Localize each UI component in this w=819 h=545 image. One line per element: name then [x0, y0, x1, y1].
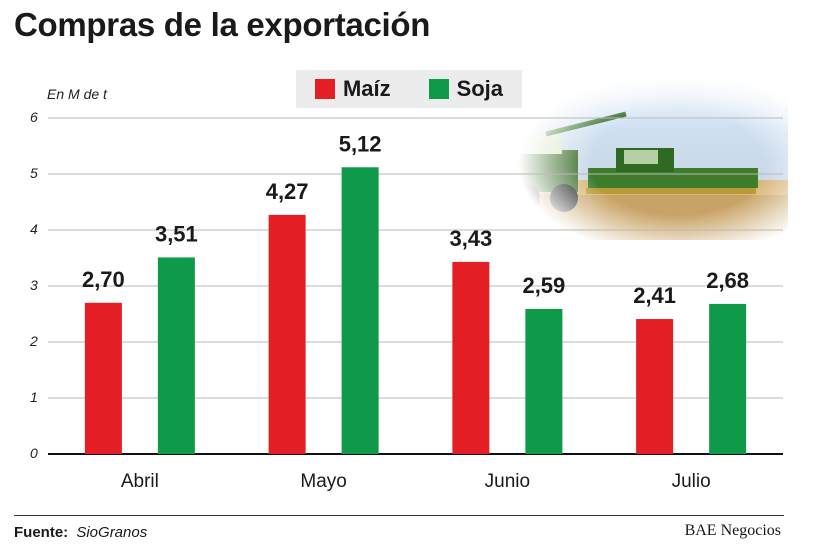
bar-soja-junio [525, 308, 563, 454]
source-note: Fuente: SioGranos [14, 524, 147, 541]
legend-swatch-soja [428, 79, 449, 99]
y-tick-label: 1 [30, 389, 38, 405]
data-label: 2,59 [522, 273, 565, 298]
y-tick-label: 0 [30, 445, 38, 461]
bar-soja-abril [157, 257, 195, 454]
x-tick-label: Abril [121, 471, 159, 492]
data-label: 2,41 [633, 283, 676, 308]
legend-label-maiz: Maíz [342, 76, 391, 101]
chart-legend: Maíz Soja [296, 70, 522, 108]
bar-soja-julio [709, 303, 747, 454]
source-label: Fuente: [14, 524, 69, 541]
harvest-photo [498, 70, 788, 240]
legend-label-soja: Soja [456, 76, 504, 101]
source-value: SioGranos [76, 524, 148, 541]
footer-divider [14, 515, 784, 516]
y-tick-label: 4 [30, 221, 38, 237]
x-tick-label: Julio [672, 471, 711, 492]
publisher-credit: BAE Negocios [684, 522, 781, 539]
data-label: 2,70 [82, 267, 125, 292]
x-tick-label: Mayo [300, 471, 346, 492]
x-tick-label: Junio [485, 471, 530, 492]
bar-soja-mayo [341, 167, 379, 454]
y-tick-label: 3 [30, 277, 38, 293]
bar-maz-junio [452, 261, 490, 454]
bar-maz-mayo [268, 214, 306, 454]
legend-item-soja: Soja [428, 76, 504, 102]
data-label: 5,12 [339, 131, 382, 156]
data-label: 3,43 [449, 226, 492, 251]
chart-title: Compras de la exportación [14, 6, 431, 43]
data-label: 4,27 [266, 179, 309, 204]
y-tick-label: 2 [29, 333, 38, 349]
legend-item-maiz: Maíz [314, 76, 391, 102]
data-label: 2,68 [706, 268, 749, 293]
legend-swatch-maiz [314, 79, 335, 99]
y-tick-label: 5 [30, 165, 38, 181]
bar-maz-abril [84, 302, 122, 454]
y-tick-label: 6 [30, 109, 38, 125]
y-axis-unit-label: En M de t [47, 86, 107, 102]
bar-maz-julio [636, 319, 674, 454]
data-label: 3,51 [155, 221, 198, 246]
